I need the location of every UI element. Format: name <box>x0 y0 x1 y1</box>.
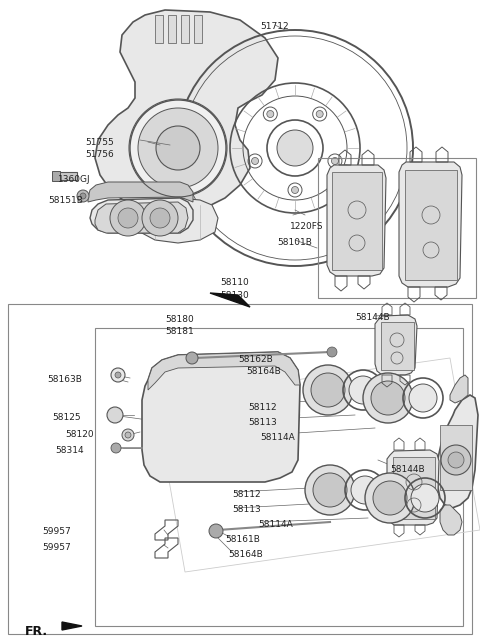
Text: 59957: 59957 <box>42 543 71 552</box>
Text: 1220FS: 1220FS <box>290 222 324 231</box>
Circle shape <box>110 200 146 236</box>
Polygon shape <box>142 352 300 482</box>
Circle shape <box>111 443 121 453</box>
Bar <box>155 15 163 43</box>
Text: 58114A: 58114A <box>258 520 293 529</box>
Text: 58110: 58110 <box>220 278 249 287</box>
Text: 51755: 51755 <box>85 138 114 147</box>
Text: 58151B: 58151B <box>48 196 83 205</box>
Polygon shape <box>399 162 462 287</box>
Circle shape <box>252 158 259 164</box>
Circle shape <box>303 365 353 415</box>
Circle shape <box>349 376 377 404</box>
Circle shape <box>448 452 464 468</box>
Circle shape <box>130 100 226 196</box>
Circle shape <box>142 200 178 236</box>
Circle shape <box>111 368 125 382</box>
Circle shape <box>209 524 223 538</box>
Bar <box>52 171 60 181</box>
Polygon shape <box>450 375 468 403</box>
Text: 58113: 58113 <box>232 505 261 514</box>
Text: 58125: 58125 <box>52 413 81 422</box>
Circle shape <box>409 384 437 412</box>
Circle shape <box>122 429 134 441</box>
Circle shape <box>77 190 89 202</box>
Polygon shape <box>438 395 478 508</box>
Text: 58163B: 58163B <box>47 375 82 384</box>
Text: 58112: 58112 <box>232 490 261 499</box>
Bar <box>181 15 189 43</box>
Polygon shape <box>440 505 462 535</box>
Text: 51756: 51756 <box>85 150 114 159</box>
Text: 59957: 59957 <box>42 527 71 536</box>
Bar <box>381 322 414 370</box>
Circle shape <box>363 373 413 423</box>
Polygon shape <box>90 198 193 233</box>
Polygon shape <box>62 622 82 630</box>
Text: 58164B: 58164B <box>228 550 263 559</box>
Polygon shape <box>135 198 218 243</box>
Circle shape <box>365 473 415 523</box>
Circle shape <box>186 202 194 210</box>
Circle shape <box>267 111 274 117</box>
Circle shape <box>277 130 313 166</box>
Circle shape <box>311 373 345 407</box>
Polygon shape <box>95 202 188 233</box>
Text: 58144B: 58144B <box>355 313 390 322</box>
Circle shape <box>186 352 198 364</box>
Bar <box>405 170 457 280</box>
Bar <box>440 425 472 490</box>
Polygon shape <box>375 315 417 375</box>
Text: 58181: 58181 <box>165 327 194 336</box>
Polygon shape <box>148 352 300 390</box>
Bar <box>168 15 176 43</box>
Circle shape <box>305 465 355 515</box>
Text: 58144B: 58144B <box>390 465 425 474</box>
Circle shape <box>411 484 439 512</box>
Circle shape <box>441 445 471 475</box>
Text: 58164B: 58164B <box>246 367 281 376</box>
Circle shape <box>327 347 337 357</box>
Polygon shape <box>88 182 193 202</box>
Circle shape <box>351 476 379 504</box>
Circle shape <box>107 407 123 423</box>
Circle shape <box>291 187 299 193</box>
Text: 58101B: 58101B <box>277 238 312 247</box>
Circle shape <box>313 473 347 507</box>
Polygon shape <box>95 10 278 218</box>
Circle shape <box>150 208 170 228</box>
Circle shape <box>371 381 405 415</box>
Circle shape <box>332 158 338 164</box>
Text: 58112: 58112 <box>248 403 276 412</box>
Bar <box>8 304 472 634</box>
Bar <box>332 172 382 270</box>
Circle shape <box>118 208 138 228</box>
Text: 58120: 58120 <box>65 430 94 439</box>
Polygon shape <box>210 293 250 307</box>
Text: FR.: FR. <box>25 625 48 638</box>
Text: 58180: 58180 <box>165 315 194 324</box>
Text: 58130: 58130 <box>220 291 249 300</box>
Bar <box>318 158 476 298</box>
Circle shape <box>125 432 131 438</box>
Bar <box>95 328 463 626</box>
Bar <box>194 15 202 43</box>
Circle shape <box>80 193 86 199</box>
Text: 58314: 58314 <box>55 446 84 455</box>
Text: 58161B: 58161B <box>225 535 260 544</box>
Text: 1360GJ: 1360GJ <box>58 175 91 184</box>
Bar <box>55 172 77 180</box>
Circle shape <box>316 111 323 117</box>
Circle shape <box>373 481 407 515</box>
Circle shape <box>115 372 121 378</box>
Text: 51712: 51712 <box>260 22 288 31</box>
Polygon shape <box>327 165 386 276</box>
Bar <box>393 457 435 519</box>
Text: 58113: 58113 <box>248 418 277 427</box>
Circle shape <box>156 126 200 170</box>
Text: 58114A: 58114A <box>260 433 295 442</box>
Polygon shape <box>387 450 439 525</box>
Circle shape <box>138 108 218 188</box>
Text: 58162B: 58162B <box>238 355 273 364</box>
